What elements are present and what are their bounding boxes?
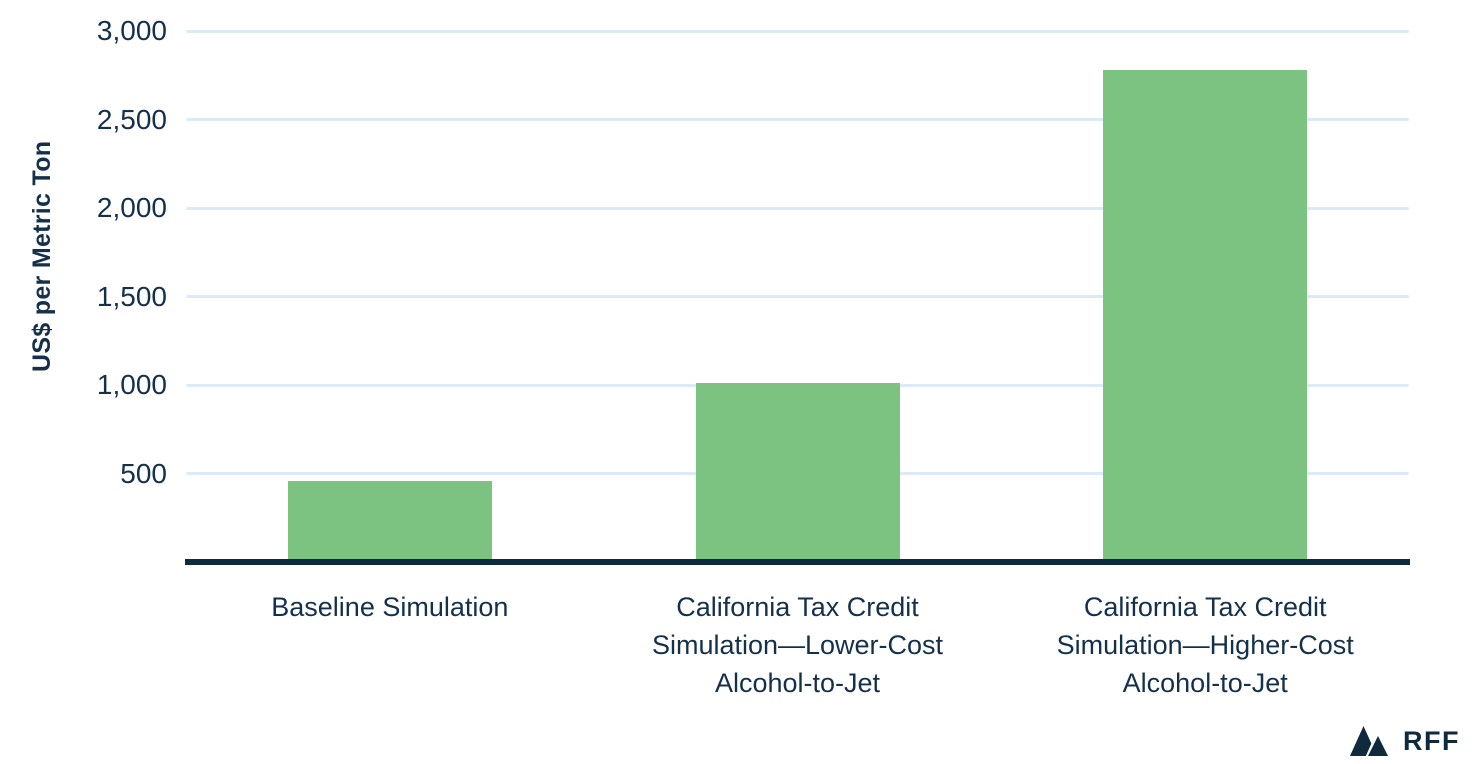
rff-mountains-icon [1350,726,1389,758]
rff-logo-text: RFF [1403,725,1460,756]
category-label: Baseline Simulation [186,588,594,702]
gridline: 3,000 [97,15,1409,46]
bar [1103,69,1308,562]
x-axis-labels: Baseline Simulation California Tax Credit… [186,588,1409,702]
bar [287,480,492,562]
category-label: California Tax Credit Simulation—Lower-Co… [594,588,1002,702]
bars-layer [186,31,1409,562]
y-tick-label: 1,500 [96,280,167,312]
bar [695,383,900,562]
footer-brand: RFF [1350,724,1460,758]
y-tick-label: 2,500 [96,103,167,135]
plot-area: 500 1,000 1,500 2,000 2,500 3,000 [97,15,1410,565]
y-tick-label: 3,000 [96,15,167,46]
category-label-line: Alcohol-to-Jet [1122,668,1288,698]
category-label-line: California Tax Credit [676,592,919,622]
gridline: 2,500 [97,104,1409,135]
category-label-line: California Tax Credit [1083,592,1327,622]
y-tick-label: 1,000 [96,369,167,401]
bar-band [594,31,1002,562]
bar-band [186,31,594,562]
gridline: 1,500 [97,281,1409,312]
category-label-line: Simulation—Lower-Cost [651,630,944,660]
y-axis-title: US$ per Metric Ton [28,140,56,372]
category-label-line: Simulation—Higher-Cost [1056,630,1354,660]
y-tick-label: 500 [120,457,167,489]
bar-band [1001,31,1409,562]
category-label-line: Alcohol-to-Jet [714,668,881,698]
category-label-line: Baseline Simulation [271,592,509,622]
category-label: California Tax Credit Simulation—Higher-C… [1001,588,1409,702]
x-axis-line [185,559,1410,565]
gridline: 2,000 [97,192,1409,223]
y-tick-label: 2,000 [96,192,167,224]
